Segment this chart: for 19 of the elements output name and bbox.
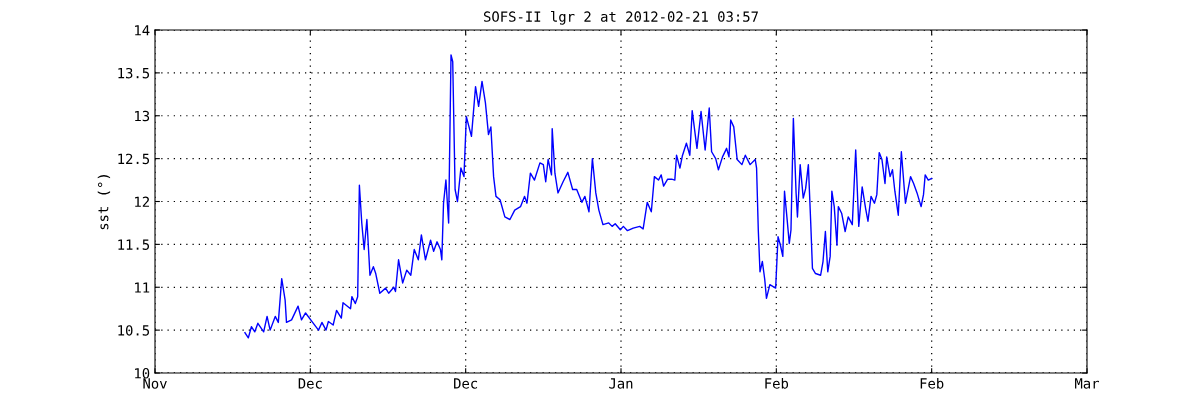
y-tick-label: 13.5	[118, 67, 150, 79]
x-tick-label: Dec	[454, 378, 478, 389]
y-tick-label: 10.5	[118, 325, 150, 336]
chart-title: SOFS-II lgr 2 at 2012-02-21 03:57	[483, 11, 758, 25]
x-tick-label: Mar	[1075, 378, 1100, 389]
x-tick-label: Feb	[920, 377, 944, 389]
x-tick-label: Feb	[765, 377, 789, 389]
y-tick-label: 10	[135, 368, 150, 379]
y-tick-label: 11.5	[118, 239, 150, 250]
y-tick-label: 14	[135, 25, 150, 36]
y-tick-label: 12.5	[118, 153, 150, 165]
y-axis-title: sst (°)	[97, 175, 111, 230]
y-tick-label: 12	[135, 196, 149, 207]
y-tick-label: 11	[135, 282, 150, 293]
line-series	[244, 54, 933, 339]
x-tick-label: Jan	[609, 378, 633, 389]
y-tick-label: 13	[135, 110, 150, 122]
x-tick-label: Nov	[143, 378, 167, 389]
x-tick-label: Dec	[298, 378, 322, 389]
